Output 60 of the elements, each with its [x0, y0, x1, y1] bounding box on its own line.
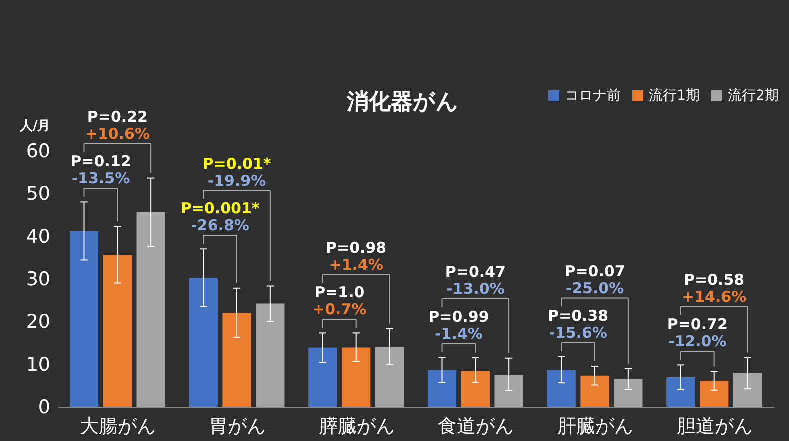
annotation: P=0.98	[326, 238, 387, 257]
x-tick-label: 食道がん	[438, 416, 514, 438]
bar	[256, 304, 285, 407]
bar	[494, 375, 524, 407]
bar	[103, 255, 132, 407]
annotation: P=0.12	[70, 152, 132, 171]
bar	[428, 370, 457, 407]
y-tick-label: 50	[26, 183, 50, 206]
annotation: P=0.58	[684, 270, 745, 289]
y-axis-title: 人/月	[19, 119, 51, 134]
annotation: P=0.72	[667, 316, 728, 334]
legend-label: 流行1期	[649, 88, 700, 104]
y-tick-label: 10	[26, 354, 50, 376]
annotation: -19.9%	[208, 172, 266, 190]
x-tick-label: 胆道がん	[676, 416, 753, 438]
annotation: -1.4%	[435, 325, 483, 344]
bar	[614, 379, 643, 407]
annotation: P=0.01*	[202, 154, 272, 173]
annotation: +1.4%	[329, 256, 384, 274]
legend-label: コロナ前	[565, 88, 621, 104]
annotation: -26.8%	[191, 216, 250, 235]
x-tick-label: 胃がん	[209, 416, 266, 438]
annotation: P=0.07	[564, 262, 626, 280]
bar	[375, 347, 404, 407]
chart-title: 消化器がん	[346, 90, 459, 115]
bar	[189, 278, 218, 407]
text: P=0.22	[87, 108, 148, 126]
y-tick-label: 0	[38, 396, 50, 418]
x-tick-label: 大腸がん	[80, 416, 156, 438]
x-tick-label: 膵臓がん	[318, 416, 395, 438]
bar	[733, 373, 762, 407]
y-tick-label: 60	[26, 140, 50, 162]
annotation: -13.0%	[446, 280, 505, 298]
text: +10.6%	[85, 124, 150, 143]
x-tick-label: 肝臓がん	[558, 416, 634, 438]
annotation: P=0.99	[428, 308, 490, 326]
legend-label: 流行2期	[728, 88, 779, 104]
annotation: +0.7%	[312, 300, 367, 319]
annotation: P=0.38	[548, 307, 609, 326]
bar	[666, 378, 696, 407]
annotation: P=1.0	[314, 284, 365, 302]
annotation: -12.0%	[668, 332, 727, 351]
bar	[308, 348, 338, 407]
annotation: P=0.47	[445, 263, 506, 282]
bar	[342, 348, 371, 407]
annotation: +14.6%	[682, 288, 747, 306]
bar	[222, 313, 252, 407]
annotation: -13.5%	[72, 170, 130, 188]
bar	[136, 212, 166, 407]
bar	[547, 370, 576, 407]
annotation: -15.6%	[549, 324, 608, 342]
annotation: P=0.001*	[180, 200, 260, 218]
bar	[70, 231, 99, 407]
bar	[700, 380, 729, 407]
y-tick-label: 40	[26, 226, 50, 248]
y-tick-label: 20	[26, 311, 50, 334]
bar	[461, 371, 490, 407]
bar	[580, 376, 610, 407]
annotation: -25.0%	[566, 279, 624, 298]
y-tick-label: 30	[26, 268, 50, 290]
